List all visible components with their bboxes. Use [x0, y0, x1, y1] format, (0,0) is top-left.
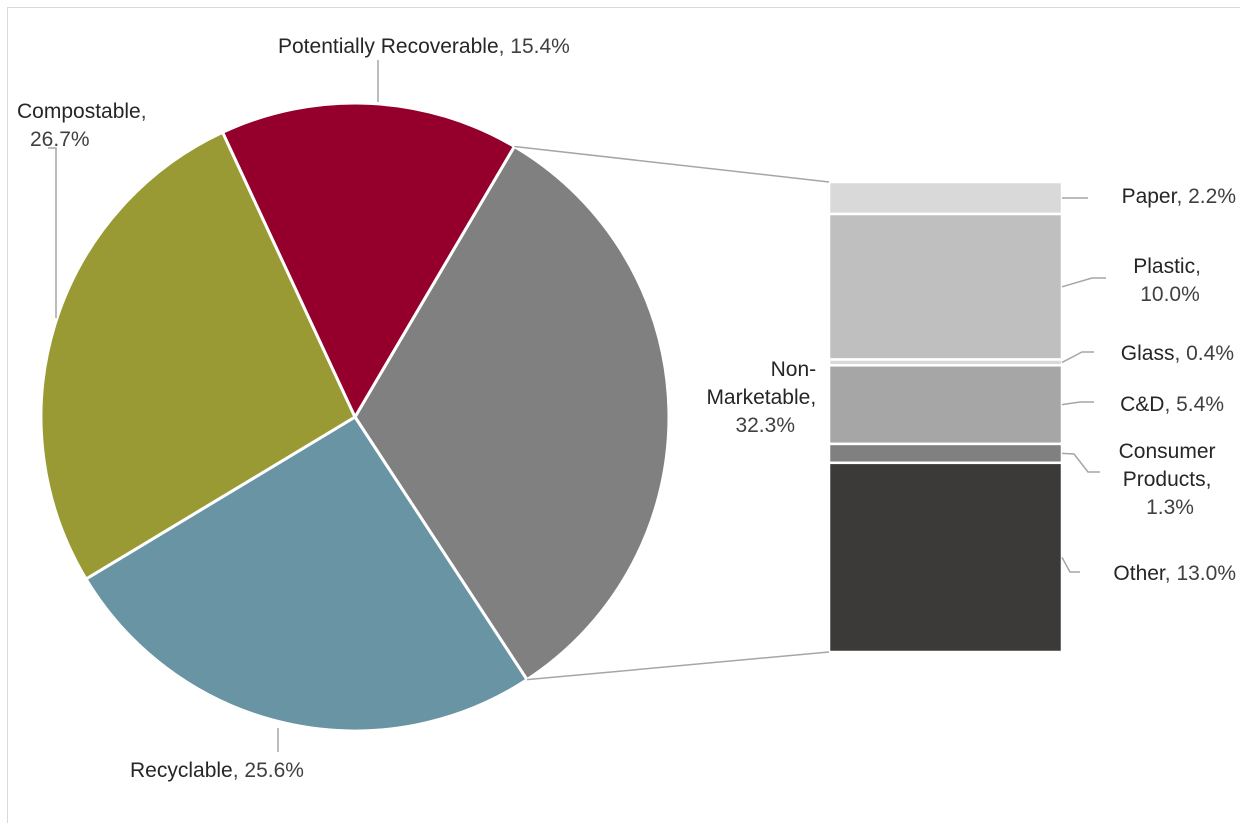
- pie-label-recyclable: Recyclable, 25.6%: [130, 759, 304, 782]
- label-value: 0.4%: [1186, 342, 1234, 365]
- label-value: 25.6%: [244, 759, 304, 782]
- label-name: Glass: [1121, 342, 1175, 365]
- leader-line-consumer-products: [1061, 452, 1100, 473]
- label-name: Other: [1113, 562, 1166, 585]
- pie-label-compostable: Compostable, 26.7%: [17, 100, 152, 151]
- pie-label-non-marketable: Non- Marketable, 32.3%: [706, 358, 822, 437]
- label-value: 26.7%: [30, 128, 90, 151]
- bar-segment-plastic: [827, 212, 1064, 361]
- label-name: Consumer: [1119, 440, 1216, 463]
- label-name: Potentially Recoverable: [278, 35, 499, 58]
- bar-label-consumer-products: Consumer Products, 1.3%: [1119, 440, 1222, 519]
- label-value: 5.4%: [1176, 393, 1224, 416]
- label-value: 10.0%: [1140, 283, 1200, 306]
- bar-label-cd: C&D, 5.4%: [1120, 393, 1224, 416]
- label-name: Compostable: [17, 100, 141, 123]
- leader-line-glass: [1061, 351, 1094, 364]
- bar-segment-consumer-products: [827, 442, 1064, 465]
- leader-line-cd: [1061, 401, 1094, 406]
- label-value: 1.3%: [1146, 496, 1194, 519]
- label-name: Paper: [1122, 185, 1178, 208]
- label-value: 32.3%: [735, 414, 795, 437]
- bar-segment-paper: [827, 180, 1064, 216]
- label-name: Plastic: [1133, 255, 1195, 278]
- leader-line-compostable: [48, 147, 57, 318]
- label-name: Recyclable: [130, 759, 233, 782]
- pie-slice-recyclable: [84, 415, 529, 733]
- bar-segment-c-d: [827, 364, 1064, 446]
- leader-line-other: [1061, 557, 1080, 573]
- label-name: C&D: [1120, 393, 1164, 416]
- leader-lines: [48, 60, 1106, 752]
- label-value: 2.2%: [1188, 185, 1236, 208]
- leader-line-plastic: [1061, 277, 1106, 288]
- bar-label-glass: Glass, 0.4%: [1121, 342, 1234, 365]
- pie-slice-potentially-recoverable: [221, 101, 516, 419]
- bar-label-paper: Paper, 2.2%: [1122, 185, 1236, 208]
- data-labels: Potentially Recoverable, 15.4% Compostab…: [17, 35, 1236, 782]
- bar-segment-other: [827, 461, 1064, 654]
- chart-area: [7, 7, 1240, 823]
- connector-line-top: [514, 145, 830, 183]
- pie-slice-non-marketable: [353, 144, 671, 682]
- label-name: Marketable,: [706, 386, 816, 409]
- label-value: 15.4%: [510, 35, 570, 58]
- breakdown-bar: [827, 180, 1064, 654]
- pie-label-potentially-recoverable: Potentially Recoverable, 15.4%: [278, 35, 570, 58]
- label-value: 13.0%: [1176, 562, 1236, 585]
- label-name: Non-: [771, 358, 817, 381]
- connector-line-bottom: [526, 651, 830, 681]
- connector-lines: [514, 145, 830, 681]
- pie: [39, 101, 671, 733]
- label-name: Products,: [1123, 468, 1212, 491]
- bar-label-other: Other, 13.0%: [1113, 562, 1236, 585]
- pie-slice-compostable: [39, 130, 357, 581]
- bar-label-plastic: Plastic, 10.0%: [1133, 255, 1207, 306]
